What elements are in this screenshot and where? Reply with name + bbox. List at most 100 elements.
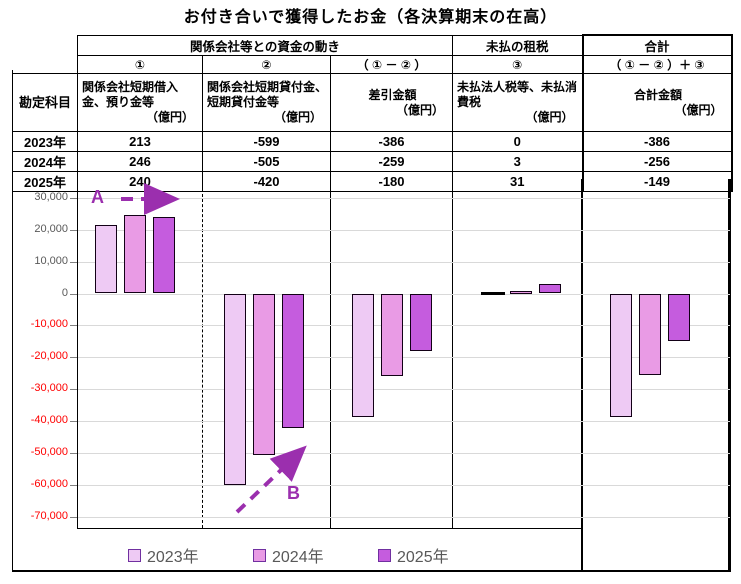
- bar-2025年: [410, 293, 432, 351]
- gridline: [78, 485, 730, 487]
- bar-2024年: [381, 293, 403, 377]
- sub-header-3: ③: [452, 55, 583, 74]
- column-header-total-amount: 合計金額 （億円）: [581, 73, 733, 132]
- cell-2024-col5[interactable]: -256: [581, 151, 733, 172]
- plot-bottom-border: [77, 528, 582, 530]
- legend-item-2025年: 2025年: [378, 543, 449, 567]
- annotation-letter-a: A: [91, 187, 104, 207]
- sub-header-row: ① ② （ ① － ② ） ③ （ ① － ② ）＋ ③: [12, 55, 733, 74]
- axis-tick: [70, 229, 77, 231]
- total-box-right-border: [728, 179, 731, 572]
- summary-table: 関係会社等との資金の動き 未払の租税 合計 ① ② （ ① － ② ） ③ （ …: [12, 34, 733, 192]
- column-header-unpaid-taxes: 未払法人税等、未払消費税 （億円）: [452, 73, 583, 132]
- legend-item-2024年: 2024年: [253, 543, 324, 567]
- column-header-short-term-borrowings: 関係会社短期借入金、預り金等 （億円）: [77, 73, 203, 132]
- cell-2024-col4[interactable]: 3: [452, 151, 583, 172]
- bar-2023年: [224, 293, 246, 485]
- cell-2023-col2[interactable]: -599: [202, 131, 331, 152]
- group-header-total: 合計: [581, 34, 733, 56]
- cell-2023-col5[interactable]: -386: [581, 131, 733, 152]
- legend-swatch: [128, 548, 141, 562]
- table-row-2023: 2023年 213 -599 -386 0 -386: [12, 131, 733, 152]
- bar-2025年: [282, 293, 304, 428]
- sub-header-total-formula: （ ① － ② ）＋ ③: [581, 55, 733, 74]
- plot-left-axis: [77, 179, 79, 528]
- outer-bottom-border: [12, 569, 731, 572]
- cell-2023-col1[interactable]: 213: [77, 131, 203, 152]
- bar-2024年: [253, 293, 275, 455]
- cell-2024-col3[interactable]: -259: [330, 151, 453, 172]
- gridline: [78, 453, 730, 455]
- axis-tick: [70, 517, 77, 519]
- y-axis-tick-label: 30,000: [34, 190, 68, 203]
- table-row-2025: 2025年 240 -420 -180 31 -149: [12, 171, 733, 192]
- gridline: [78, 357, 730, 359]
- bar-2023年: [610, 293, 632, 417]
- group-header-funds-flow: 関係会社等との資金の動き: [77, 34, 453, 56]
- y-axis-tick-label: -50,000: [30, 446, 68, 459]
- cell-2023-col4[interactable]: 0: [452, 131, 583, 152]
- y-axis-tick-label: -60,000: [30, 478, 68, 491]
- legend-label: 2023年: [147, 549, 199, 566]
- axis-tick: [70, 453, 77, 455]
- column-header-short-term-loans: 関係会社短期貸付金、短期貸付金等 （億円）: [202, 73, 331, 132]
- axis-tick: [70, 197, 77, 199]
- page-title: お付き合いで獲得したお金（各決算期末の在高）: [183, 9, 558, 26]
- gridline: [78, 517, 730, 519]
- column-header-net-amount: 差引金額 （億円）: [330, 73, 453, 132]
- bar-2025年: [153, 216, 175, 294]
- corner-blank: [12, 55, 78, 74]
- cell-2025-col3[interactable]: -180: [330, 171, 453, 192]
- sub-header-1-minus-2: （ ① － ② ）: [330, 55, 453, 74]
- bar-2024年: [510, 290, 532, 294]
- cell-2024-col1[interactable]: 246: [77, 151, 203, 172]
- group-header-row: 関係会社等との資金の動き 未払の租税 合計: [12, 34, 733, 56]
- axis-tick: [70, 389, 77, 391]
- bar-2025年: [668, 293, 690, 342]
- gridline: [78, 389, 730, 391]
- divider-col3-col4: [452, 179, 454, 528]
- y-axis-tick-label: -40,000: [30, 414, 68, 427]
- bar-2024年: [124, 214, 146, 294]
- legend-label: 2025年: [397, 549, 449, 566]
- gridline: [78, 261, 730, 263]
- row-label-2023: 2023年: [12, 131, 78, 152]
- axis-tick: [70, 293, 77, 295]
- gridline: [78, 197, 730, 199]
- gridline: [78, 293, 730, 295]
- corner-blank: [12, 35, 78, 56]
- y-axis-tick-label: -20,000: [30, 350, 68, 363]
- bar-2023年: [352, 293, 374, 417]
- divider-col1-col2: [202, 179, 203, 528]
- row-label-2024: 2024年: [12, 151, 78, 172]
- legend-item-2023年: 2023年: [128, 543, 199, 567]
- cell-2025-col2[interactable]: -420: [202, 171, 331, 192]
- cell-2025-col5[interactable]: -149: [581, 171, 733, 192]
- legend-swatch: [378, 548, 391, 562]
- axis-tick: [70, 421, 77, 423]
- table-row-2024: 2024年 246 -505 -259 3 -256: [12, 151, 733, 172]
- cell-2025-col4[interactable]: 31: [452, 171, 583, 192]
- row-label-2025: 2025年: [12, 171, 78, 192]
- axis-tick: [70, 485, 77, 487]
- y-axis-tick-label: -70,000: [30, 510, 68, 523]
- sub-header-1: ①: [77, 55, 203, 74]
- group-header-unpaid-tax: 未払の租税: [452, 34, 583, 56]
- bar-2024年: [639, 293, 661, 376]
- gridline: [78, 421, 730, 423]
- sub-header-2: ②: [202, 55, 331, 74]
- total-box-left-border: [580, 179, 584, 572]
- y-axis-tick-label: 10,000: [34, 254, 68, 267]
- cell-2023-col3[interactable]: -386: [330, 131, 453, 152]
- y-axis-tick-label: -10,000: [30, 318, 68, 331]
- divider-col2-col3: [330, 179, 332, 528]
- bar-2023年-zero: [481, 292, 505, 295]
- outer-left-border: [12, 70, 14, 572]
- corner-label: 勘定科目: [12, 73, 78, 132]
- annotation-letter-b: B: [287, 483, 300, 503]
- cell-2024-col2[interactable]: -505: [202, 151, 331, 172]
- legend-label: 2024年: [272, 549, 324, 566]
- gridline: [78, 229, 730, 231]
- y-axis-tick-label: -30,000: [30, 382, 68, 395]
